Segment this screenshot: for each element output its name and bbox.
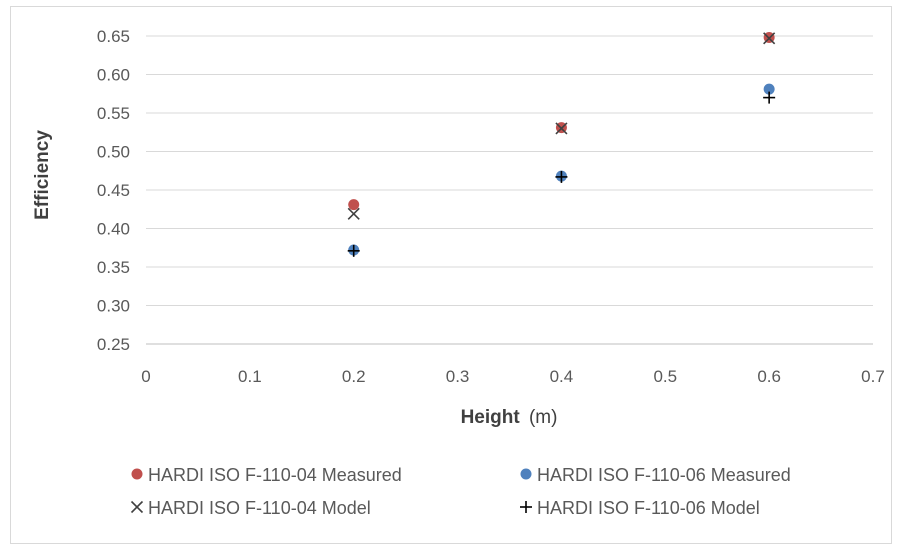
y-tick-label: 0.45: [97, 181, 130, 200]
legend-marker: [130, 500, 144, 514]
legend-item: HARDI ISO F-110-04 Model: [130, 498, 371, 518]
x-axis-title: Height (m): [461, 407, 558, 428]
legend-label: HARDI ISO F-110-04 Model: [148, 498, 371, 518]
data-point: [347, 207, 360, 220]
y-tick-label: 0.60: [97, 66, 130, 85]
x-axis-title-unit: (m): [529, 407, 557, 428]
legend-label: HARDI ISO F-110-06 Model: [537, 498, 760, 518]
y-tick-labels: 0.25 0.30 0.35 0.40 0.45 0.50 0.55 0.60 0.65: [97, 27, 130, 354]
x-tick-label: 0.7: [861, 367, 885, 386]
legend-label: HARDI ISO F-110-04 Measured: [148, 465, 402, 485]
gridlines: [146, 35, 873, 345]
x-tick-label: 0.6: [757, 367, 781, 386]
data-point: [347, 244, 360, 257]
y-tick-label: 0.55: [97, 104, 130, 123]
legend-label: HARDI ISO F-110-06 Measured: [537, 465, 791, 485]
y-tick-label: 0.50: [97, 143, 130, 162]
legend-marker: [520, 468, 532, 480]
x-tick-label: 0.5: [653, 367, 677, 386]
data-point: [348, 199, 360, 211]
x-axis-title-main: Height: [461, 407, 521, 428]
series-2: [348, 83, 775, 256]
y-tick-label: 0.40: [97, 220, 130, 239]
x-tick-labels: 0 0.1 0.2 0.3 0.4 0.5 0.6 0.7: [141, 367, 885, 386]
y-tick-label: 0.25: [97, 335, 130, 354]
legend-marker: [131, 468, 143, 480]
data-point: [555, 122, 568, 135]
x-tick-label: 0.2: [342, 367, 366, 386]
y-tick-label: 0.65: [97, 27, 130, 46]
data-point: [763, 32, 776, 45]
y-tick-label: 0.35: [97, 258, 130, 277]
data-point: [763, 83, 775, 95]
series-4: [347, 91, 776, 257]
x-tick-label: 0.4: [550, 367, 574, 386]
x-tick-label: 0.1: [238, 367, 262, 386]
data-point: [555, 170, 568, 183]
x-tick-label: 0.3: [446, 367, 470, 386]
data-points: [347, 32, 776, 257]
y-axis-title: Efficiency: [32, 130, 53, 220]
chart-frame: [10, 6, 892, 544]
legend: HARDI ISO F-110-04 Measured HARDI ISO F-1…: [130, 465, 791, 518]
legend-item: HARDI ISO F-110-04 Measured: [131, 465, 402, 485]
legend-item: HARDI ISO F-110-06 Measured: [520, 465, 791, 485]
data-point: [763, 91, 776, 104]
y-tick-label: 0.30: [97, 297, 130, 316]
series-3: [347, 32, 776, 220]
x-tick-label: 0: [141, 367, 150, 386]
series-1: [348, 32, 775, 211]
legend-marker: [520, 501, 532, 513]
legend-item: HARDI ISO F-110-06 Model: [520, 498, 760, 518]
